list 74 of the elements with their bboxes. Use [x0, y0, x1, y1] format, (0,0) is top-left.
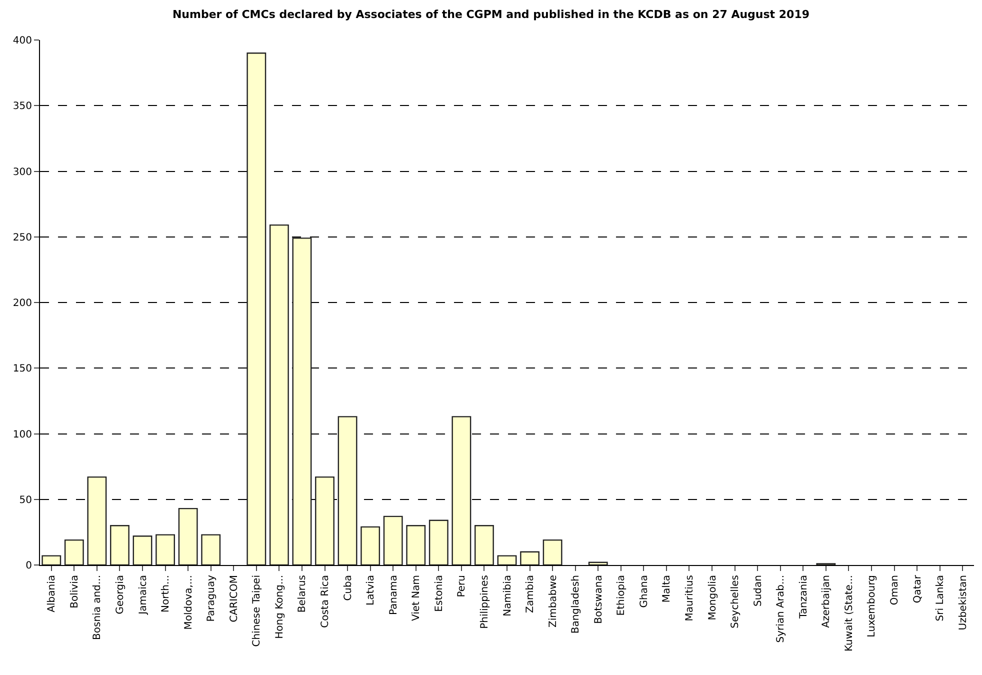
x-tick-label: Malta: [662, 575, 673, 603]
bar: [87, 476, 107, 565]
x-tick-label: Philippines: [479, 575, 490, 629]
x-tick-label: Oman: [890, 575, 901, 606]
x-tick-label: Azerbaijan: [821, 575, 832, 628]
bar: [110, 525, 130, 565]
x-tick-label: Mongolia: [707, 575, 718, 620]
x-tick-label: Hong Kong...: [274, 575, 286, 639]
x-tick-label: Namibia: [502, 575, 514, 616]
x-tick-label: Georgia: [114, 575, 126, 614]
y-tick-label: 0: [26, 560, 32, 572]
x-tick-label: Bosnia and...: [92, 575, 104, 640]
bar: [64, 539, 84, 565]
bar: [338, 416, 358, 565]
bar: [360, 526, 380, 565]
x-tick-label: Bolivia: [69, 575, 80, 608]
bar: [132, 536, 152, 565]
x-tick-label: Qatar: [912, 574, 924, 604]
x-tick-label: Mauritius: [684, 575, 696, 622]
x-tick-label: Albania: [46, 575, 58, 612]
bar: [42, 555, 62, 565]
y-tick-label: 150: [12, 364, 32, 375]
bar: [474, 525, 494, 565]
y-tick-label: 400: [12, 36, 32, 46]
x-tick-label: Costa Rica: [320, 575, 332, 628]
x-tick-label: CARICOM: [228, 575, 240, 622]
bar: [201, 534, 221, 565]
x-tick-label: Latvia: [366, 575, 377, 606]
x-tick-label: Zambia: [525, 575, 536, 613]
y-tick-label: 100: [12, 429, 32, 440]
bar: [406, 525, 426, 565]
x-tick-label: Paraguay: [206, 574, 218, 622]
bar: [542, 539, 562, 565]
x-tick-label: Belarus: [297, 575, 308, 613]
y-tick-label: 50: [19, 494, 32, 506]
x-tick-label: Jamaica: [138, 575, 149, 616]
x-tick-label: Estonia: [434, 575, 445, 612]
bar: [520, 551, 540, 565]
x-tick-label: Ghana: [638, 575, 650, 608]
bar: [428, 520, 448, 565]
x-tick-label: Bangladesh: [570, 575, 582, 634]
x-tick-label: Peru: [456, 575, 468, 598]
y-tick-label: 200: [12, 298, 32, 309]
x-tick-label: Sudan: [752, 575, 764, 606]
bar: [156, 534, 175, 565]
x-tick-label: Seychelles: [730, 575, 742, 628]
x-tick-label: North...: [160, 575, 172, 613]
bar: [452, 416, 472, 565]
bar: [497, 555, 517, 565]
bar: [383, 516, 403, 565]
y-tick-label: 300: [12, 166, 32, 178]
x-tick-label: Cuba: [342, 575, 354, 601]
x-tick-label: Viet Nam: [411, 575, 422, 622]
x-tick-label: Zimbabwe: [548, 575, 559, 628]
bar: [269, 224, 289, 565]
x-tick-label: Syrian Arab...: [776, 575, 787, 643]
x-tick-label: Sri Lanka: [935, 575, 946, 622]
x-tick-label: Luxembourg: [866, 575, 878, 638]
x-tick-label: Uzbekistan: [958, 575, 969, 630]
x-tick-label: Chinese Taipei: [252, 575, 263, 647]
x-tick-label: Tanzania: [798, 575, 810, 620]
x-tick-label: Panama: [388, 575, 400, 616]
bar: [315, 476, 334, 565]
bar: [178, 508, 198, 565]
x-tick-label: Moldova,...: [183, 575, 194, 630]
x-tick-label: Ethiopia: [616, 575, 628, 616]
bar: [246, 52, 266, 565]
bar: [292, 238, 312, 565]
x-tick-label: Kuwait (State...: [844, 575, 855, 652]
chart-title: Number of CMCs declared by Associates of the CGPM and published in the KCDB as on 27 August 2019: [172, 8, 810, 21]
x-tick-label: Botswana: [593, 575, 604, 624]
y-tick-label: 350: [12, 101, 32, 112]
bar: [588, 562, 608, 565]
y-tick-label: 250: [12, 232, 32, 244]
